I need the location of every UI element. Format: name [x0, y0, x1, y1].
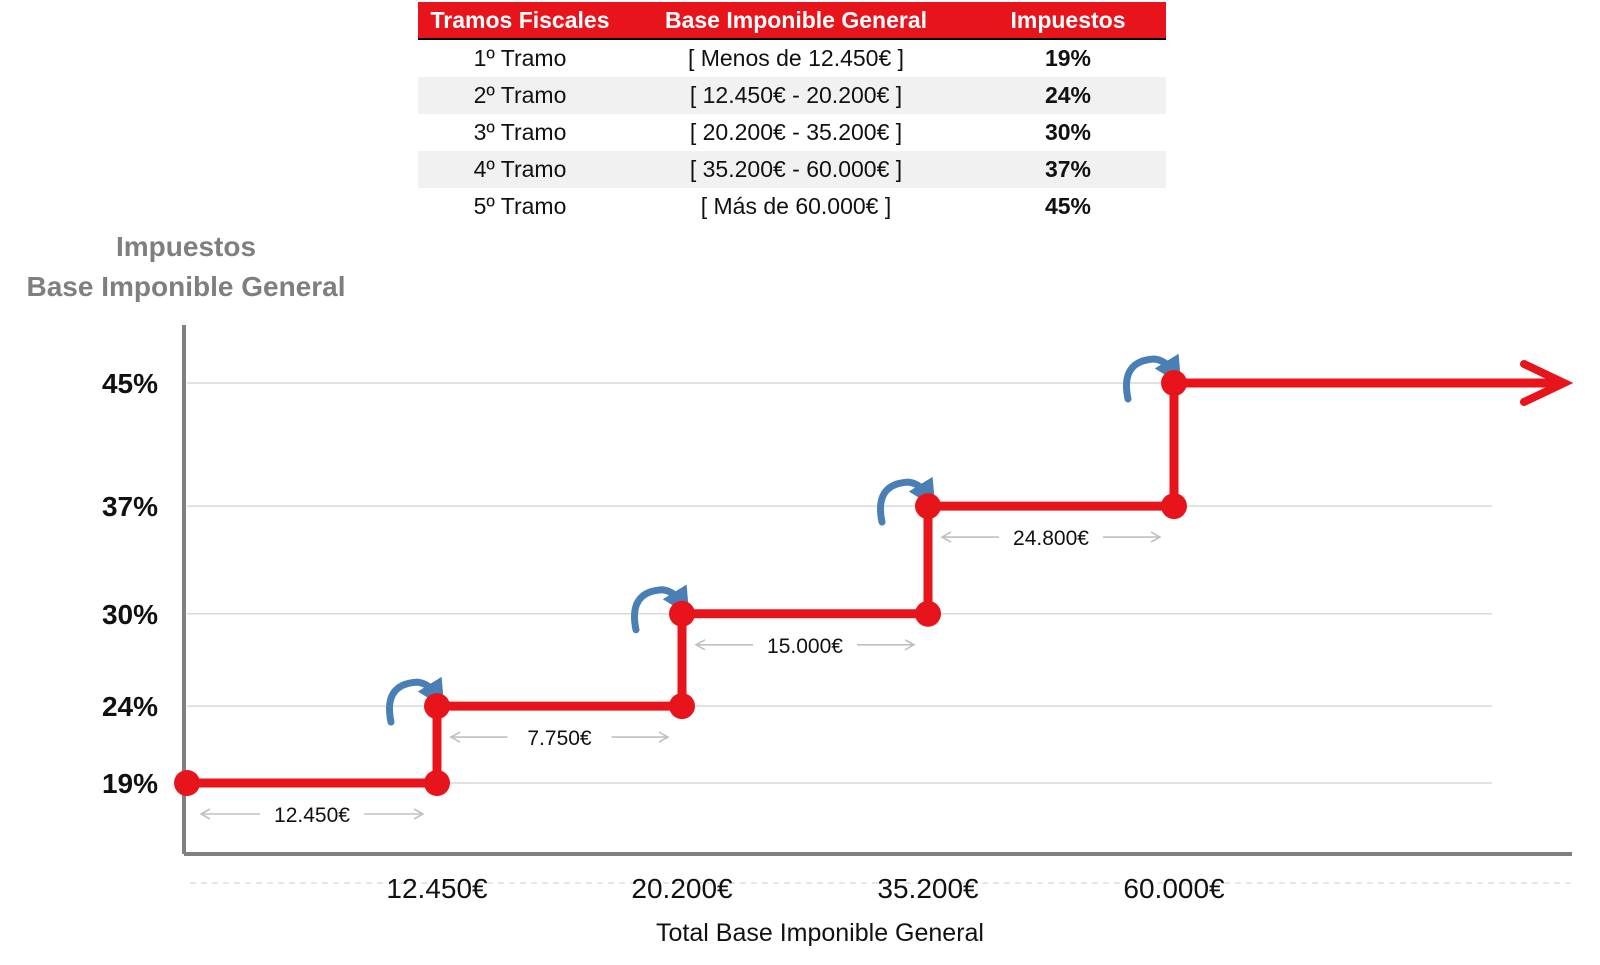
table-row: 5º Tramo [ Más de 60.000€ ] 45%	[418, 188, 1166, 225]
y-tick-label: 37%	[102, 491, 158, 522]
tax-brackets-table: Tramos Fiscales Base Imponible General I…	[418, 2, 1166, 225]
span-arrow-head	[694, 639, 706, 651]
x-tick-label: 60.000€	[1123, 873, 1225, 904]
x-axis-label: Total Base Imponible General	[656, 919, 984, 947]
curved-arrow-icon	[1123, 353, 1182, 403]
span-arrow-head	[940, 531, 952, 543]
step-point	[174, 770, 200, 796]
y-tick-label: 24%	[102, 691, 158, 722]
span-label: 15.000€	[767, 635, 843, 658]
span-dimension: 24.800€	[940, 527, 1162, 550]
y-axis-label-line2: Base Imponible General	[27, 271, 346, 302]
bracket-range: [ 12.450€ - 20.200€ ]	[622, 77, 970, 114]
table-row: 3º Tramo [ 20.200€ - 35.200€ ] 30%	[418, 114, 1166, 151]
header-tramos: Tramos Fiscales	[418, 2, 622, 40]
step-point	[1161, 370, 1187, 396]
x-tick-label: 12.450€	[386, 873, 488, 904]
y-axis-label-line1: Impuestos	[116, 231, 256, 262]
span-dimension: 12.450€	[199, 804, 425, 827]
bracket-rate: 24%	[970, 77, 1166, 114]
curved-arrow-icon	[631, 584, 690, 634]
curved-arrow-icon	[386, 676, 445, 726]
y-tick-label: 30%	[102, 599, 158, 630]
span-dimension: 7.750€	[449, 727, 670, 750]
bracket-name: 5º Tramo	[473, 193, 567, 219]
span-arrow-head	[658, 731, 670, 743]
y-tick-label: 45%	[102, 368, 158, 399]
span-label: 24.800€	[1013, 527, 1089, 550]
arrow-head	[1520, 360, 1574, 406]
bracket-name: 1º Tramo	[473, 45, 567, 71]
step-point	[915, 493, 941, 520]
header-impuestos: Impuestos	[970, 2, 1166, 40]
bracket-rate: 19%	[1044, 45, 1092, 71]
bracket-rate: 45%	[1044, 193, 1092, 219]
bracket-range: [ Más de 60.000€ ]	[700, 193, 892, 219]
span-arrow-head	[413, 808, 425, 820]
bracket-rate: 30%	[1044, 119, 1092, 145]
step-point	[915, 600, 941, 627]
span-arrow-head	[904, 639, 916, 651]
span-arrow-head	[1150, 531, 1162, 543]
bracket-range: [ Menos de 12.450€ ]	[687, 45, 905, 71]
step-point	[669, 600, 695, 627]
y-tick-label: 19%	[102, 768, 158, 799]
table-header-row: Tramos Fiscales Base Imponible General I…	[418, 2, 1166, 40]
bracket-name: 2º Tramo	[418, 77, 622, 114]
bracket-name: 4º Tramo	[418, 151, 622, 188]
x-tick-label: 20.200€	[631, 873, 733, 904]
span-label: 7.750€	[527, 727, 592, 750]
span-arrow-head	[449, 731, 461, 743]
bracket-rate: 37%	[970, 151, 1166, 188]
bracket-range: [ 35.200€ - 60.000€ ]	[622, 151, 970, 188]
table-row: 2º Tramo [ 12.450€ - 20.200€ ] 24%	[418, 77, 1166, 114]
header-base: Base Imponible General	[622, 2, 970, 40]
x-tick-label: 35.200€	[877, 873, 979, 904]
curved-arrow-icon	[877, 476, 936, 526]
span-label: 12.450€	[274, 804, 350, 827]
span-dimension: 15.000€	[694, 635, 916, 658]
bracket-name: 3º Tramo	[473, 119, 567, 145]
table-row: 4º Tramo [ 35.200€ - 60.000€ ] 37%	[418, 151, 1166, 188]
bracket-range: [ 20.200€ - 35.200€ ]	[689, 119, 903, 145]
step-point	[424, 770, 450, 796]
table-row: 1º Tramo [ Menos de 12.450€ ] 19%	[418, 39, 1166, 77]
step-point	[424, 693, 450, 720]
step-point	[1161, 493, 1187, 520]
step-point	[669, 693, 695, 720]
span-arrow-head	[199, 808, 211, 820]
